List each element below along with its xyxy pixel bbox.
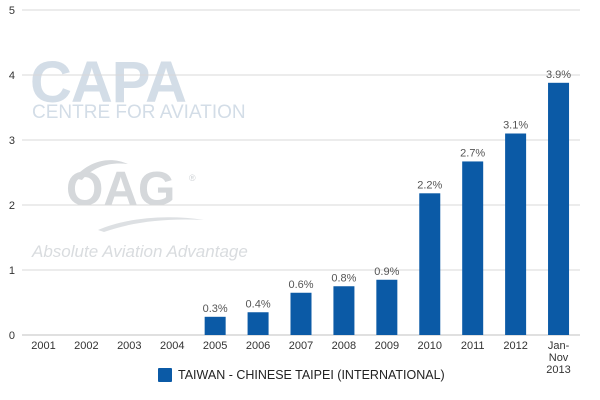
capa-watermark: CAPA [30,50,187,115]
data-label: 0.3% [203,303,228,315]
x-tick-label: 2003 [117,340,141,352]
bar[interactable] [548,82,570,335]
x-tick-label: 2012 [503,340,527,352]
legend-label: TAIWAN - CHINESE TAIPEI (INTERNATIONAL) [178,368,445,382]
x-tick-label: Jan-Nov 2013 [546,340,570,376]
legend[interactable]: TAIWAN - CHINESE TAIPEI (INTERNATIONAL) [158,368,445,382]
bar[interactable] [247,312,269,335]
data-label: 2.2% [417,179,442,191]
y-tick-label: 3 [9,135,15,147]
x-tick-label: 2006 [246,340,270,352]
x-axis-ticks: 2001 2002 2003 2004 2005 2006 2007 2008 2009 2010… [31,340,571,376]
data-label: 3.9% [546,69,571,81]
x-tick-label: 2005 [203,340,227,352]
bar[interactable] [376,279,398,335]
data-labels: 0.3% 0.4% 0.6% 0.8% 0.9% 2.2% 2.7% 3.1% 3.9% [203,69,572,315]
oag-underline-swoosh-icon [98,217,204,232]
y-tick-label: 2 [9,200,15,212]
data-label: 0.4% [246,298,271,310]
y-axis-ticks: 0 1 2 3 4 5 [9,5,15,342]
x-tick-label: 2009 [375,340,399,352]
data-label: 3.1% [503,120,528,132]
data-label: 0.8% [331,272,356,284]
x-tick-label: 2001 [31,340,55,352]
x-tick-label: 2010 [418,340,442,352]
x-tick-label: 2008 [332,340,356,352]
oag-registered-mark: ® [189,173,196,183]
x-tick-label: 2007 [289,340,313,352]
bar[interactable] [462,161,484,335]
bar[interactable] [204,316,226,335]
bar[interactable] [333,286,355,335]
bar[interactable] [505,133,527,336]
y-tick-label: 0 [9,330,15,342]
y-tick-label: 1 [9,265,15,277]
capa-watermark-subtitle: CENTRE FOR AVIATION [32,102,246,123]
legend-swatch [158,368,172,382]
data-label: 2.7% [460,147,485,159]
x-tick-label: 2011 [461,340,485,352]
oag-tagline-watermark: Absolute Aviation Advantage [32,242,248,261]
bars [204,82,570,336]
bar[interactable] [290,292,312,335]
data-label: 0.6% [288,279,313,291]
oag-swoosh-icon [74,160,128,180]
y-tick-label: 5 [9,5,15,17]
x-tick-label: 2002 [74,340,98,352]
bar[interactable] [419,193,441,335]
data-label: 0.9% [374,266,399,278]
y-tick-label: 4 [9,70,15,82]
x-tick-label: 2004 [160,340,184,352]
